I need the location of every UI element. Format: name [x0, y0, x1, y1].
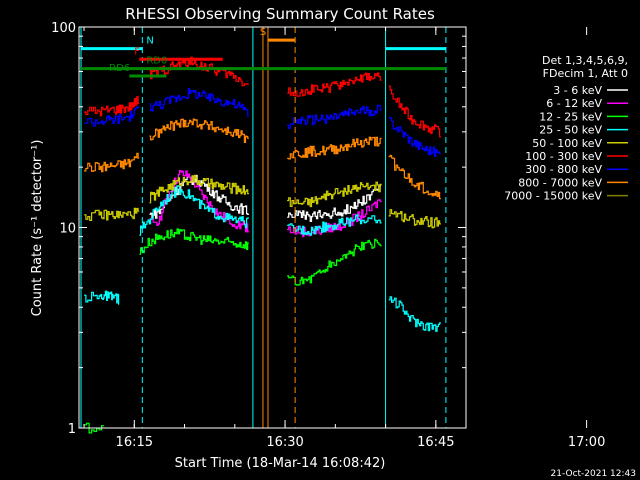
flag-label-3: S — [260, 27, 266, 38]
series-2-segment-0 — [84, 422, 105, 434]
series-5-segment-2 — [287, 72, 382, 97]
series-4-segment-3 — [388, 209, 441, 229]
series-7-segment-3 — [388, 154, 441, 200]
y-tick-label-2: 100 — [51, 21, 76, 36]
legend-entry-1: 6 - 12 keV — [546, 97, 602, 110]
series-5-segment-0 — [84, 96, 140, 117]
series-3-segment-3 — [388, 296, 441, 332]
legend-entry-3: 25 - 50 keV — [539, 124, 602, 137]
series-7 — [84, 118, 441, 200]
flag-label-2: F — [134, 46, 140, 57]
legend-entry-0: 3 - 6 keV — [553, 84, 602, 97]
series-6 — [84, 88, 441, 157]
series-5-segment-3 — [388, 85, 441, 138]
series-6-segment-3 — [388, 116, 441, 157]
series-3-segment-0 — [84, 290, 120, 305]
y-tick-label-0: 1 — [68, 422, 76, 437]
series-4-segment-1 — [149, 174, 249, 204]
series-3-segment-1 — [139, 185, 249, 236]
x-tick-label-0: 16:15 — [116, 435, 153, 450]
chart-title: RHESSI Observing Summary Count Rates — [125, 5, 435, 23]
timestamp: 21-Oct-2021 12:43 — [551, 469, 636, 479]
flag-label-5: RD6 — [109, 63, 130, 74]
x-tick-label-3: 17:00 — [568, 435, 605, 450]
series-4-segment-0 — [84, 207, 140, 221]
legend-entry-8: 7000 - 15000 keV — [504, 190, 602, 203]
legend-header-line-2: FDecim 1, Att 0 — [543, 67, 628, 80]
series-1 — [149, 170, 382, 238]
series-4 — [84, 174, 441, 229]
x-axis-label: Start Time (18-Mar-14 16:08:42) — [175, 456, 386, 471]
x-tick-label-1: 16:30 — [266, 435, 303, 450]
series-6-segment-1 — [149, 88, 249, 117]
series-1-segment-1 — [287, 199, 382, 238]
y-axis: 1 10 100 — [51, 21, 466, 437]
series-1-segment-0 — [149, 170, 249, 233]
legend-entry-5: 100 - 300 keV — [525, 150, 602, 163]
legend-entry-6: 300 - 800 keV — [525, 163, 602, 176]
flag-label-4: RD0 — [146, 56, 167, 67]
series-2 — [84, 228, 382, 434]
flag-label-0: N — [146, 36, 153, 47]
legend-entry-2: 12 - 25 keV — [539, 110, 602, 123]
series-2-segment-2 — [287, 238, 382, 286]
series-6-segment-2 — [287, 104, 382, 129]
series-4-segment-2 — [287, 181, 382, 208]
legend-entry-7: 800 - 7000 keV — [518, 176, 602, 189]
y-axis-label: Count Rate (s⁻¹ detector⁻¹) — [30, 140, 45, 317]
legend-entry-4: 50 - 100 keV — [532, 137, 602, 150]
series-2-segment-1 — [139, 228, 249, 255]
legend: Det 1,3,4,5,6,9, FDecim 1, Att 0 3 - 6 k… — [504, 54, 628, 203]
series-6-segment-0 — [84, 106, 140, 127]
x-tick-label-2: 16:45 — [417, 435, 454, 450]
series-3 — [84, 185, 441, 332]
series-7-segment-1 — [149, 118, 249, 143]
series-3-segment-2 — [287, 214, 382, 236]
series-0-segment-2 — [287, 184, 382, 222]
series-7-segment-0 — [84, 152, 140, 173]
y-tick-label-1: 10 — [59, 222, 76, 237]
legend-header-line-1: Det 1,3,4,5,6,9, — [542, 54, 628, 67]
series-7-segment-2 — [287, 136, 382, 160]
